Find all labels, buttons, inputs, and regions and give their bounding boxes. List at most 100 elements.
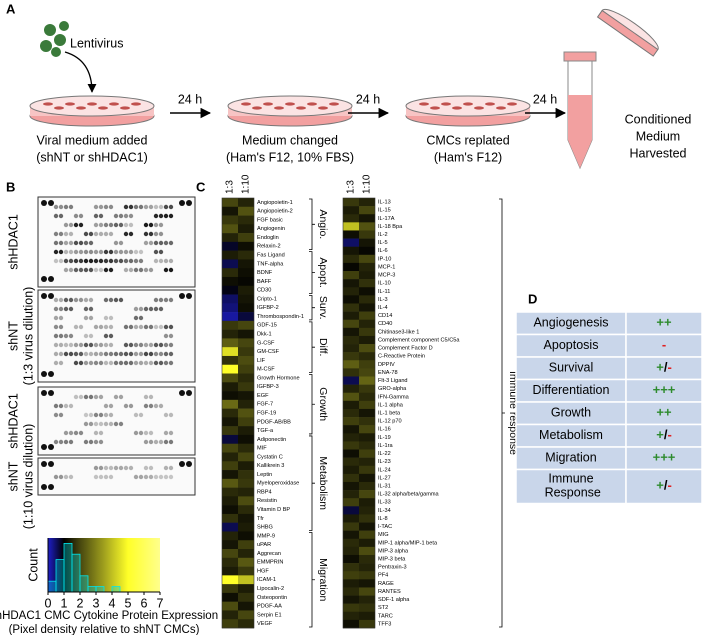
heatmap-cell bbox=[238, 408, 254, 418]
spot bbox=[68, 306, 74, 312]
histogram-bar bbox=[111, 586, 121, 593]
spot bbox=[113, 240, 119, 246]
heatmap-cell bbox=[359, 303, 375, 312]
blot-condition: shNT bbox=[6, 461, 20, 491]
spot bbox=[68, 204, 74, 210]
cell bbox=[474, 106, 484, 110]
spot bbox=[153, 213, 159, 219]
heatmap-cell bbox=[343, 376, 359, 385]
cytokine-label: IL-34 bbox=[378, 508, 391, 514]
cytokine-label: IL-32 alpha/beta/gamma bbox=[378, 492, 440, 498]
spot bbox=[133, 249, 139, 255]
reference-spot bbox=[179, 390, 185, 396]
cytokine-label: ICAM-1 bbox=[257, 577, 276, 583]
spot bbox=[108, 222, 114, 228]
cytokine-label: Flt-3 Ligand bbox=[378, 378, 408, 384]
spot bbox=[113, 297, 119, 303]
spot bbox=[58, 240, 64, 246]
heatmap-cell bbox=[222, 285, 238, 295]
spot bbox=[88, 394, 94, 400]
tube bbox=[563, 8, 659, 170]
heatmap-cell bbox=[238, 505, 254, 515]
spot bbox=[128, 222, 134, 228]
spot bbox=[168, 204, 174, 210]
spot bbox=[98, 439, 104, 445]
cytokine-label: Cripto-1 bbox=[257, 296, 277, 302]
heatmap-cell bbox=[359, 384, 375, 394]
heatmap-cell bbox=[222, 391, 238, 401]
cytokine-label: Angiopoietin-1 bbox=[257, 200, 293, 206]
cytokine-label: PDGF-AB/BB bbox=[257, 419, 291, 425]
heatmap-cell bbox=[359, 279, 375, 288]
heatmap-cell bbox=[238, 417, 254, 427]
spot bbox=[58, 306, 64, 312]
spot bbox=[63, 439, 69, 445]
cytokine-label: ST2 bbox=[378, 605, 388, 611]
effects-table: Angiogenesis ++Apoptosis -Survival +/-Diffe… bbox=[515, 311, 703, 505]
cytokine-label: M-CSF bbox=[257, 367, 275, 373]
spot bbox=[148, 474, 154, 480]
spot bbox=[73, 342, 79, 348]
spot bbox=[138, 412, 144, 418]
spot bbox=[93, 204, 99, 210]
spot bbox=[103, 421, 109, 427]
spot bbox=[98, 258, 104, 264]
heatmap-cell bbox=[343, 384, 359, 394]
cytokine-label: SHBG bbox=[257, 525, 273, 531]
spot bbox=[148, 204, 154, 210]
spot bbox=[148, 267, 154, 273]
spot bbox=[68, 351, 74, 357]
spot bbox=[108, 231, 114, 237]
reference-spot bbox=[179, 293, 185, 299]
spot bbox=[83, 267, 89, 273]
heatmap-cell bbox=[238, 364, 254, 374]
spot bbox=[128, 360, 134, 366]
spot bbox=[108, 297, 114, 303]
spot bbox=[163, 430, 169, 436]
cytokine-label: RBP4 bbox=[257, 489, 272, 495]
spot bbox=[78, 342, 84, 348]
spot bbox=[63, 297, 69, 303]
spot bbox=[163, 267, 169, 273]
spot bbox=[98, 222, 104, 228]
step-detail: (shNT or shHDAC1) bbox=[36, 150, 148, 164]
spot bbox=[108, 249, 114, 255]
x-tick-label: 0 bbox=[45, 596, 52, 610]
cytokine-label: IL-12 p70 bbox=[378, 419, 402, 425]
interval-label: 24 h bbox=[178, 92, 202, 106]
cytokine-label: IL-1 alpha bbox=[378, 402, 404, 408]
spot bbox=[138, 249, 144, 255]
spot bbox=[58, 315, 64, 321]
panel-label: B bbox=[6, 179, 15, 194]
cytokine-label: Complement Factor D bbox=[378, 346, 433, 352]
blot-condition: shHDAC1 bbox=[6, 214, 20, 270]
heatmap-cell bbox=[238, 347, 254, 357]
heatmap-cell bbox=[238, 426, 254, 436]
heatmap-frame bbox=[221, 197, 255, 629]
heatmap-cell bbox=[359, 417, 375, 426]
blot-condition: shHDAC1 bbox=[6, 393, 20, 449]
spot bbox=[108, 315, 114, 321]
spot bbox=[63, 222, 69, 228]
heatmap-cell bbox=[222, 522, 238, 532]
spot bbox=[98, 394, 104, 400]
spot bbox=[123, 465, 129, 471]
spot bbox=[153, 258, 159, 264]
spot bbox=[93, 360, 99, 366]
heatmap-cell bbox=[359, 214, 375, 223]
heatmap-cell bbox=[359, 481, 375, 491]
spot bbox=[143, 324, 149, 330]
spot bbox=[158, 231, 164, 237]
spot bbox=[73, 213, 79, 219]
effect-sign: + bbox=[660, 450, 668, 465]
reference-spot bbox=[48, 390, 54, 396]
heatmap-cell bbox=[238, 619, 254, 629]
spot bbox=[148, 222, 154, 228]
spot bbox=[143, 394, 149, 400]
spot bbox=[118, 240, 124, 246]
spot bbox=[103, 342, 109, 348]
cytokine-label: FGF basic bbox=[257, 217, 283, 223]
heatmap-cell bbox=[222, 610, 238, 620]
cytokine-label: TARC bbox=[378, 613, 393, 619]
spot bbox=[168, 430, 174, 436]
